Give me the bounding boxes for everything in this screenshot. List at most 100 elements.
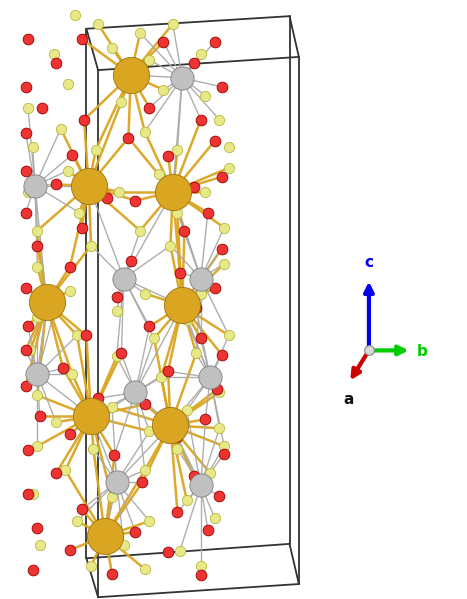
Point [101, 531, 109, 541]
Point [36, 540, 43, 550]
Point [108, 403, 116, 412]
Point [132, 388, 139, 397]
Point [216, 491, 223, 501]
Point [29, 565, 36, 575]
Point [120, 540, 127, 550]
Point [108, 43, 116, 53]
Point [78, 223, 85, 232]
Point [141, 465, 149, 475]
Point [66, 262, 74, 271]
Point [225, 163, 233, 173]
Point [176, 546, 184, 556]
Point [64, 79, 71, 89]
Point [220, 449, 228, 459]
Point [220, 441, 228, 451]
Point [34, 524, 41, 533]
Point [178, 73, 186, 83]
Point [90, 444, 97, 454]
Point [211, 283, 219, 292]
Point [24, 489, 32, 499]
Point [108, 492, 116, 502]
Point [218, 172, 226, 181]
Point [34, 262, 41, 271]
Point [83, 331, 90, 340]
Point [197, 274, 205, 283]
Point [216, 388, 223, 397]
Point [22, 283, 29, 292]
Point [111, 450, 118, 460]
Point [24, 34, 32, 44]
Point [62, 465, 69, 475]
Point [66, 429, 74, 439]
Point [197, 561, 205, 571]
Point [197, 49, 205, 59]
Point [157, 373, 165, 382]
Point [104, 193, 111, 202]
Point [216, 115, 223, 125]
Point [38, 103, 46, 113]
Point [204, 208, 212, 217]
Point [141, 564, 149, 574]
Point [29, 142, 36, 152]
Point [71, 10, 78, 20]
Point [24, 103, 32, 113]
Point [174, 208, 181, 217]
Point [36, 412, 43, 421]
Point [197, 289, 205, 298]
Point [216, 423, 223, 433]
Point [34, 441, 41, 451]
Point [78, 504, 85, 514]
Point [69, 150, 76, 159]
Point [192, 349, 200, 358]
Text: a: a [344, 392, 354, 407]
Point [120, 274, 127, 283]
Point [22, 208, 29, 217]
Point [190, 182, 198, 192]
Point [220, 259, 228, 268]
Point [80, 115, 88, 125]
Point [211, 136, 219, 146]
Point [59, 364, 67, 373]
Point [34, 370, 41, 379]
Point [24, 446, 32, 455]
Point [69, 370, 76, 379]
Point [211, 37, 219, 47]
Point [94, 394, 102, 403]
Point [174, 507, 181, 517]
Point [31, 181, 39, 190]
Point [202, 415, 209, 424]
Point [146, 426, 153, 436]
Point [146, 103, 153, 113]
Point [52, 418, 60, 427]
Point [220, 223, 228, 232]
Point [73, 331, 81, 340]
Point [57, 124, 64, 134]
Point [155, 169, 163, 179]
Point [76, 208, 83, 217]
Point [52, 58, 60, 68]
Point [113, 292, 120, 301]
Point [127, 70, 134, 80]
Point [218, 82, 226, 92]
Point [150, 334, 158, 343]
Point [113, 352, 120, 361]
Point [197, 570, 205, 580]
Point [94, 19, 102, 29]
Point [146, 516, 153, 526]
Point [197, 334, 205, 343]
Text: b: b [417, 344, 428, 359]
Point [164, 547, 172, 557]
Point [125, 133, 132, 143]
Point [141, 289, 149, 298]
Point [183, 406, 191, 415]
Point [174, 444, 181, 454]
Point [118, 349, 125, 358]
Point [167, 241, 174, 250]
Point [22, 382, 29, 391]
Point [22, 166, 29, 176]
Point [181, 226, 188, 235]
Point [204, 525, 212, 535]
Point [190, 471, 198, 481]
Point [50, 49, 57, 59]
Point [132, 527, 139, 537]
